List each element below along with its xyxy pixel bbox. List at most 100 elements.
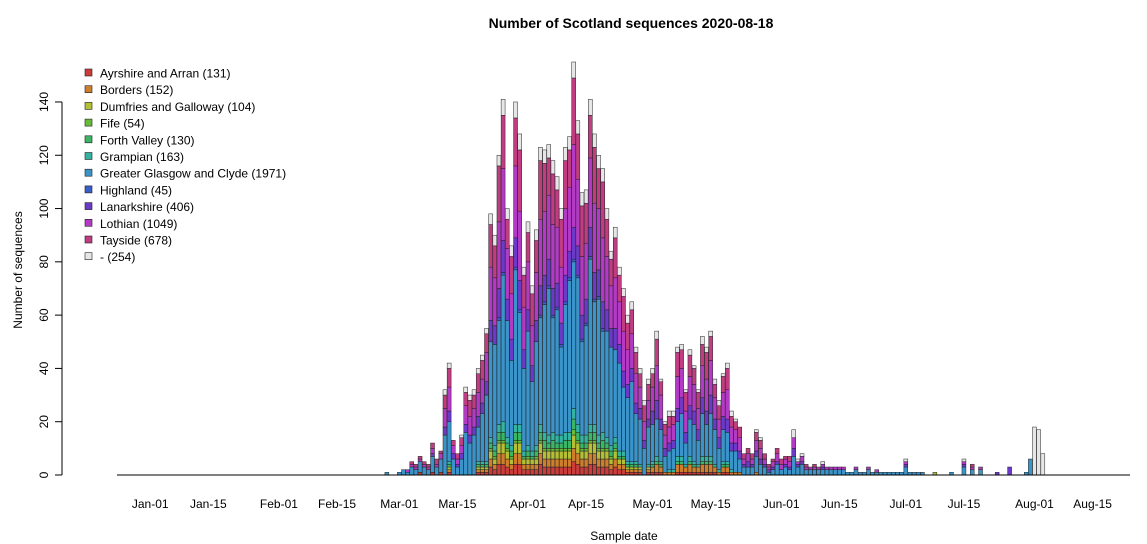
bar-stack — [642, 400, 647, 476]
bar-segment — [571, 408, 576, 420]
bar-segment — [492, 456, 498, 460]
bar-stack — [525, 221, 531, 476]
bar-segment — [475, 416, 481, 428]
bar-segment — [538, 314, 543, 319]
bar-segment — [749, 466, 755, 476]
bar-segment — [575, 178, 581, 247]
bar-segment — [708, 330, 713, 337]
bar-segment — [787, 456, 792, 462]
bar-segment — [691, 466, 697, 473]
bar-stack — [567, 136, 572, 476]
bar-segment — [754, 440, 759, 452]
bar-segment — [509, 469, 514, 476]
bar-stack — [505, 208, 510, 476]
bar-stack — [475, 368, 481, 476]
bar-segment — [783, 456, 788, 460]
bar-segment — [467, 394, 473, 401]
bar-segment — [625, 397, 630, 462]
bar-segment — [513, 266, 518, 271]
bar-segment — [617, 458, 622, 465]
bar-segment — [509, 464, 514, 470]
bar-stack — [417, 456, 423, 476]
bar-stack — [633, 346, 639, 476]
bar-segment — [434, 458, 439, 465]
bar-segment — [513, 237, 518, 268]
bar-segment — [559, 208, 564, 220]
bar-segment — [554, 282, 560, 308]
bar-segment — [729, 426, 734, 444]
bar-segment — [421, 466, 427, 476]
bar-segment — [509, 458, 514, 465]
bar-segment — [575, 453, 581, 465]
bar-segment — [513, 464, 518, 476]
bar-segment — [679, 397, 684, 414]
bar-segment — [525, 464, 531, 470]
bar-segment — [417, 461, 423, 473]
bar-segment — [712, 418, 718, 430]
bar-segment — [853, 466, 859, 470]
bar-segment — [961, 458, 967, 462]
bar-segment — [480, 464, 485, 468]
bar-segment — [596, 450, 601, 460]
bar-segment — [571, 61, 576, 79]
bar-segment — [658, 461, 664, 465]
bar-segment — [592, 424, 597, 433]
bar-segment — [617, 456, 622, 460]
bar-stack — [828, 466, 834, 476]
bar-segment — [658, 464, 664, 468]
bar-segment — [758, 458, 763, 465]
bar-segment — [675, 408, 680, 422]
bar-segment — [525, 469, 531, 476]
bar-segment — [596, 208, 601, 271]
bar-segment — [675, 346, 680, 353]
legend-swatch — [84, 219, 93, 227]
bar-segment — [417, 456, 423, 460]
bar-segment — [467, 416, 473, 436]
bar-segment — [579, 458, 585, 468]
bar-segment — [762, 458, 767, 465]
bar-segment — [696, 389, 701, 393]
bar-segment — [421, 464, 427, 468]
bar-segment — [961, 461, 967, 465]
bar-stack — [625, 314, 630, 476]
bar-segment — [463, 392, 468, 406]
bar-segment — [646, 464, 651, 468]
bar-segment — [608, 458, 614, 465]
bar-segment — [654, 461, 659, 465]
bar-segment — [729, 442, 734, 452]
bar-segment — [509, 245, 514, 257]
bar-segment — [795, 461, 801, 465]
bar-segment — [542, 163, 547, 212]
bar-segment — [567, 458, 572, 468]
bar-stack — [421, 461, 427, 476]
bar-segment — [646, 466, 651, 470]
x-tick-label: Mar-15 — [438, 497, 476, 511]
bar-stack — [513, 101, 518, 476]
bar-segment — [455, 453, 460, 460]
legend-swatch — [84, 202, 93, 210]
bar-segment — [542, 450, 547, 460]
bar-segment — [795, 458, 801, 462]
bar-segment — [696, 440, 701, 465]
bar-segment — [583, 322, 589, 327]
bar-segment — [704, 424, 709, 457]
bar-segment — [488, 466, 493, 476]
x-tick-label: Feb-15 — [318, 497, 356, 511]
bar-segment — [463, 424, 468, 433]
bar-segment — [583, 189, 589, 204]
bar-segment — [496, 442, 502, 454]
bar-segment — [608, 285, 614, 329]
legend-item: Lothian (1049) — [84, 217, 177, 231]
bar-segment — [745, 461, 751, 468]
bar-segment — [513, 440, 518, 444]
bar-segment — [546, 466, 551, 476]
bar-segment — [575, 120, 581, 135]
bar-segment — [795, 466, 801, 476]
bar-segment — [791, 448, 796, 457]
bar-segment — [654, 464, 659, 473]
bar-segment — [563, 448, 568, 452]
bar-segment — [600, 432, 605, 441]
bar-stack — [691, 365, 697, 476]
bar-segment — [608, 328, 614, 348]
bar-segment — [521, 349, 527, 369]
